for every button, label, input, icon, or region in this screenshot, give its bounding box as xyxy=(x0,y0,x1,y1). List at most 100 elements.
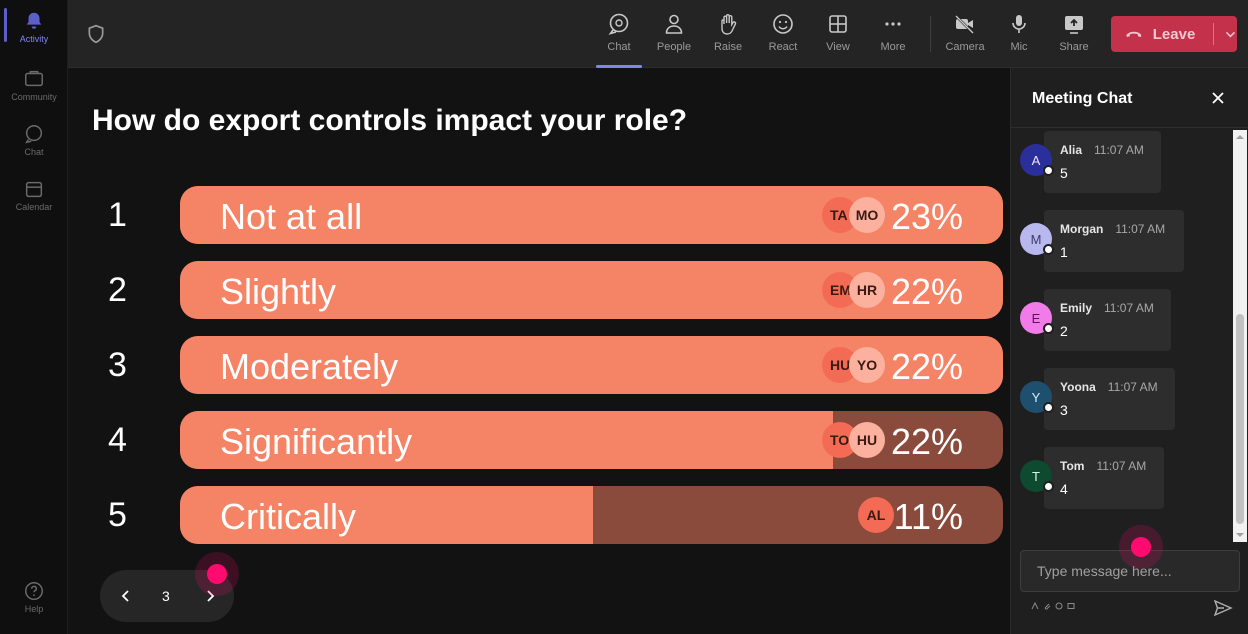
share-button[interactable]: Share xyxy=(1049,8,1099,64)
leave-button[interactable]: Leave xyxy=(1111,16,1237,52)
presence-status xyxy=(1043,165,1054,176)
sender-name: Emily xyxy=(1060,301,1093,315)
camera-button[interactable]: Camera xyxy=(940,8,990,64)
rail-item-label: Chat xyxy=(24,147,44,157)
rail-item-help[interactable]: Help xyxy=(0,570,68,622)
mic-button-label: Mic xyxy=(1010,41,1028,53)
view-button[interactable]: View xyxy=(813,8,863,64)
chat-message: Alia 11:07 AM 5 A xyxy=(1020,131,1220,195)
option-percent: 11% xyxy=(893,496,963,537)
format-toolbar xyxy=(1031,602,1075,610)
option-bar[interactable]: Significantly TO HU 22% xyxy=(180,411,1003,469)
message-time: 11:07 AM xyxy=(1107,380,1158,394)
option-percent: 22% xyxy=(890,346,963,387)
sender-name: Tom xyxy=(1060,459,1085,473)
sender-name: Alia xyxy=(1060,143,1083,157)
message-bubble[interactable]: Morgan 11:07 AM 1 xyxy=(1044,210,1184,272)
rail-item-label: Help xyxy=(24,604,44,614)
option-bar[interactable]: Critically AL 11% xyxy=(180,486,1003,544)
rail-item-calendar[interactable]: Calendar xyxy=(0,168,68,220)
gif-icon[interactable] xyxy=(1067,602,1075,610)
calendar-icon xyxy=(25,181,43,198)
message-input-box[interactable] xyxy=(1020,550,1240,592)
voter-avatar: MO xyxy=(849,197,885,233)
meeting-chat-panel: Meeting Chat Alia 11:07 AM 5 A Morgan 11:0… xyxy=(1010,68,1248,634)
presence-status xyxy=(1043,244,1054,255)
chevron-right-icon[interactable] xyxy=(202,588,218,604)
chat-button-label: Chat xyxy=(607,41,631,53)
leave-divider xyxy=(1213,23,1215,45)
chevron-down-icon[interactable] xyxy=(1224,26,1237,42)
chat-message: Tom 11:07 AM 4 T xyxy=(1020,447,1220,511)
chat-icon xyxy=(608,13,629,35)
shield-icon[interactable] xyxy=(86,24,106,44)
raise-hand-label: Raise xyxy=(713,41,743,53)
react-button-label: React xyxy=(768,41,798,53)
format-icon[interactable] xyxy=(1031,602,1039,610)
voter-avatar: AL xyxy=(858,497,894,533)
emoji-icon[interactable] xyxy=(1055,602,1063,610)
poll-option: 4 Significantly TO HU 22% xyxy=(68,411,1010,469)
attach-icon[interactable] xyxy=(1043,602,1051,610)
chat-button[interactable]: Chat xyxy=(594,8,644,68)
chat-scrollbar[interactable] xyxy=(1233,130,1247,542)
leave-button-label: Leave xyxy=(1152,25,1196,43)
presence-status xyxy=(1043,481,1054,492)
scroll-up-icon[interactable] xyxy=(1235,132,1245,142)
chat-title: Meeting Chat xyxy=(1032,90,1133,107)
rail-item-activity[interactable]: Activity xyxy=(0,0,68,52)
react-button[interactable]: React xyxy=(758,8,808,64)
microphone-icon xyxy=(1012,15,1026,33)
more-button[interactable]: More xyxy=(868,8,918,64)
chevron-left-icon[interactable] xyxy=(118,588,134,604)
option-label: Slightly xyxy=(220,271,337,312)
chat-message: Yoona 11:07 AM 3 Y xyxy=(1020,368,1220,432)
rail-item-label: Activity xyxy=(19,34,49,44)
page-navigator: 3 xyxy=(100,570,234,622)
poll-option: 3 Moderately HU YO 22% xyxy=(68,336,1010,394)
message-bubble[interactable]: Emily 11:07 AM 2 xyxy=(1044,289,1171,351)
poll-question: How do export controls impact your role? xyxy=(92,104,688,137)
presence-status xyxy=(1043,402,1054,413)
view-button-label: View xyxy=(826,41,850,53)
message-input[interactable] xyxy=(1021,551,1239,591)
message-bubble[interactable]: Tom 11:07 AM 4 xyxy=(1044,447,1164,509)
option-bar-fill xyxy=(180,411,834,469)
mic-button[interactable]: Mic xyxy=(994,8,1044,64)
send-icon[interactable] xyxy=(1213,598,1233,618)
raise-hand-button[interactable]: Raise xyxy=(703,8,753,64)
message-bubble[interactable]: Yoona 11:07 AM 3 xyxy=(1044,368,1175,430)
option-number: 1 xyxy=(108,196,127,234)
message-text: 2 xyxy=(1060,323,1068,339)
voter-avatar: HR xyxy=(849,272,885,308)
hang-up-icon xyxy=(1126,31,1142,37)
people-button[interactable]: People xyxy=(649,8,699,64)
message-text: 3 xyxy=(1060,402,1068,418)
presence-status xyxy=(1043,323,1054,334)
message-text: 1 xyxy=(1060,244,1068,260)
help-icon xyxy=(25,582,43,600)
poll-stage: How do export controls impact your role?… xyxy=(68,68,1010,634)
option-bar[interactable]: Not at all TA MO 23% xyxy=(180,186,1003,244)
grid-view-icon xyxy=(829,15,847,33)
voter-avatar: HU xyxy=(849,422,885,458)
people-icon xyxy=(665,14,683,34)
message-time: 11:07 AM xyxy=(1115,222,1166,236)
message-bubble[interactable]: Alia 11:07 AM 5 xyxy=(1044,131,1161,193)
avatar: E xyxy=(1020,302,1052,334)
option-label: Significantly xyxy=(220,421,413,462)
rail-item-chat[interactable]: Chat xyxy=(0,113,68,165)
rail-item-label: Community xyxy=(11,92,57,102)
option-number: 3 xyxy=(108,346,127,384)
scrollbar-thumb[interactable] xyxy=(1236,314,1244,524)
more-button-label: More xyxy=(880,41,906,53)
option-number: 4 xyxy=(108,421,127,459)
poll-option: 5 Critically AL 11% xyxy=(68,486,1010,544)
message-time: 11:07 AM xyxy=(1094,143,1144,157)
option-bar[interactable]: Moderately HU YO 22% xyxy=(180,336,1003,394)
option-bar[interactable]: Slightly EM HR 22% xyxy=(180,261,1003,319)
voter-avatar: YO xyxy=(849,347,885,383)
close-icon[interactable] xyxy=(1210,90,1226,106)
scroll-down-icon[interactable] xyxy=(1235,530,1245,540)
rail-item-community[interactable]: Community xyxy=(0,58,68,110)
